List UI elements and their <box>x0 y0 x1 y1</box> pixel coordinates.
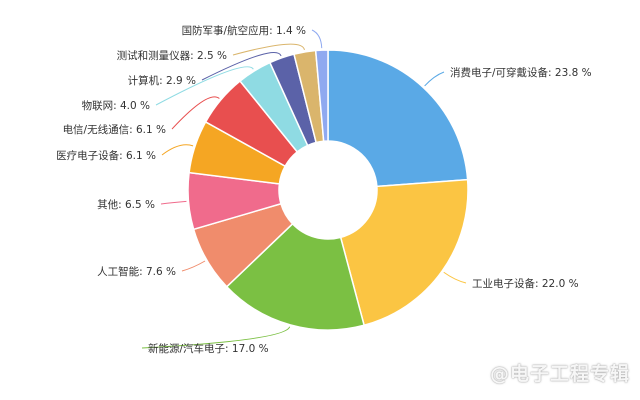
slices-group <box>187 49 469 331</box>
slice-label-4: 其他: 6.5 % <box>97 198 155 211</box>
slice-label-0: 消费电子/可穿戴设备: 23.8 % <box>450 66 592 79</box>
leader-line-10 <box>311 29 323 49</box>
slice-label-9: 测试和测量仪器: 2.5 % <box>117 49 227 62</box>
labels-group: 消费电子/可穿戴设备: 23.8 % 工业电子设备: 22.0 % 新能源/汽车电子… <box>56 24 592 355</box>
slice-1[interactable] <box>339 178 469 327</box>
slice-0[interactable] <box>327 49 469 188</box>
leader-line-5 <box>161 144 194 156</box>
slice-2[interactable] <box>225 222 366 331</box>
leader-line-6 <box>171 96 220 130</box>
leader-line-8 <box>201 52 282 81</box>
slice-label-10: 国防军事/航空应用: 1.4 % <box>182 24 306 37</box>
leader-line-1 <box>443 271 467 284</box>
leader-line-3 <box>181 260 206 272</box>
slice-label-6: 电信/无线通信: 6.1 % <box>63 123 166 136</box>
slice-label-1: 工业电子设备: 22.0 % <box>472 277 579 290</box>
leader-line-4 <box>160 200 187 205</box>
leader-line-7 <box>155 66 254 106</box>
leader-line-2 <box>141 326 291 349</box>
slice-label-7: 物联网: 4.0 % <box>82 99 150 112</box>
leader-line-0 <box>424 71 445 87</box>
watermark-text: @电子工程专辑 <box>489 363 630 385</box>
slice-label-8: 计算机: 2.9 % <box>128 74 196 87</box>
slice-label-2: 新能源/汽车电子: 17.0 % <box>148 342 269 355</box>
slice-10[interactable] <box>314 49 329 143</box>
slice-label-3: 人工智能: 7.6 % <box>97 265 176 278</box>
leader-line-9 <box>232 43 305 56</box>
slice-label-5: 医疗电子设备: 6.1 % <box>56 149 156 162</box>
leader-lines-group <box>141 29 467 349</box>
